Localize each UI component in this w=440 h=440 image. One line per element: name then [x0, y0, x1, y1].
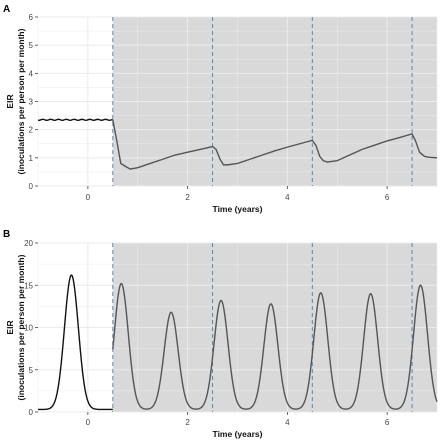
panel-a-y-tick-label: 5 — [29, 41, 34, 50]
panel-a-y-tick-label: 1 — [29, 154, 34, 163]
panel-b-letter: B — [3, 229, 10, 240]
panel-a-y-tick-label: 4 — [29, 69, 34, 78]
panel-a-y-axis-title: EIR — [5, 94, 15, 108]
panel-b: B 0 2 4 6 0 5 10 15 20 Time (years) EIR (inocula… — [3, 229, 438, 439]
panel-b-x-tick-label: 2 — [185, 418, 190, 427]
panel-b-y-tick-label: 0 — [29, 408, 34, 417]
panel-a-x-tick-label: 4 — [285, 193, 290, 202]
panel-a-line-before — [37, 118, 113, 122]
panel-b-dashed-lines — [112, 243, 413, 412]
panel-b-line-before — [37, 274, 114, 411]
panel-a-grid — [37, 16, 438, 187]
panel-b-grid — [37, 242, 438, 413]
panel-a-x-tick-label: 6 — [385, 193, 390, 202]
panel-b-x-tick-label: 4 — [285, 418, 290, 427]
panel-a-dashed-lines — [112, 17, 413, 186]
panel-a-series — [37, 118, 438, 170]
panel-a-y-tick-label: 6 — [29, 13, 34, 22]
panel-a-x-axis-title: Time (years) — [213, 204, 263, 214]
panel-b-y-tick-label: 5 — [29, 366, 34, 375]
panel-b-line-after — [112, 282, 438, 410]
panel-a-y-tick-label: 2 — [29, 126, 34, 135]
panel-b-x-tick-label: 0 — [86, 418, 91, 427]
panel-b-y-tick-label: 15 — [24, 281, 33, 290]
panel-b-y-axis-title: EIR — [5, 320, 15, 334]
panel-b-y-axis-subtitle: (inoculations per person per month) — [16, 254, 26, 400]
panel-b-ticks: 0 2 4 6 0 5 10 15 20 — [24, 239, 390, 427]
panel-a-letter: A — [3, 4, 10, 15]
panel-a-line-after — [112, 119, 438, 170]
panel-a-y-tick-label: 0 — [29, 182, 34, 191]
panel-a-y-tick-label: 3 — [29, 98, 34, 107]
panel-b-y-tick-label: 10 — [24, 324, 33, 333]
panel-b-x-tick-label: 6 — [385, 418, 390, 427]
panel-b-y-tick-label: 20 — [24, 239, 33, 248]
panel-a: A 0 2 4 6 0 1 2 3 4 5 6 Time (years) EIR (inoculat… — [3, 4, 438, 214]
panel-b-series — [37, 274, 438, 411]
panel-a-y-axis-subtitle: (inoculations per person per month) — [16, 28, 26, 174]
panel-a-x-tick-label: 2 — [185, 193, 190, 202]
panel-a-ticks: 0 2 4 6 0 1 2 3 4 5 6 — [29, 13, 390, 202]
panel-a-x-tick-label: 0 — [86, 193, 91, 202]
panel-b-x-axis-title: Time (years) — [213, 429, 263, 439]
